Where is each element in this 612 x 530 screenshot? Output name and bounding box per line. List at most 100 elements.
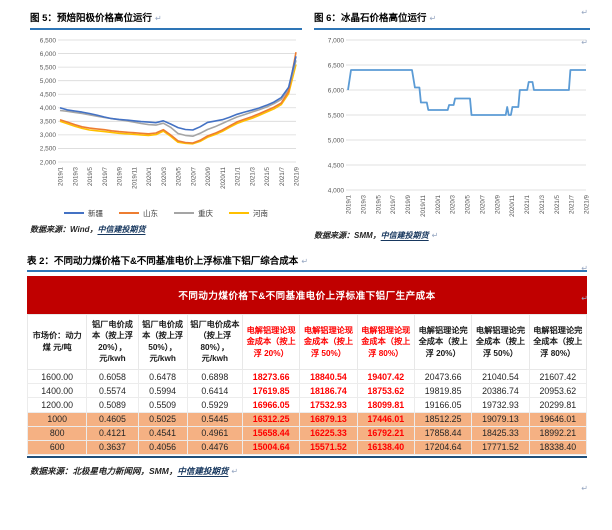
x-tick-label: 2019/1 [58, 166, 65, 185]
cost-cell: 18992.21 [528, 425, 588, 441]
column-header: 市场价：动力煤 元/吨 [26, 314, 88, 370]
cryolite-price-step-chart: 4,000 4,500 5,000 5,500 6,000 6,500 7,000 2019/… [328, 37, 591, 217]
paragraph-mark-icon: ↵ [581, 264, 588, 273]
legend-label: 山东 [143, 208, 158, 218]
x-tick-label: 2020/11 [509, 194, 516, 216]
y-tick-label: 3,500 [40, 119, 57, 126]
x-tick-label: 2019/11 [420, 194, 427, 216]
x-tick-label: 2019/7 [390, 194, 397, 213]
x-tick-label: 2021/5 [264, 166, 271, 185]
cost-cell: 0.5509 [137, 397, 188, 413]
cost-table: 市场价：动力煤 元/吨 铝厂电价成本（按上浮 20%），元/kwh 铝厂电价成本（按… [26, 314, 588, 456]
x-tick-label: 2021/3 [539, 194, 546, 213]
cost-cell: 16312.25 [241, 411, 301, 427]
x-tick-label: 2020/11 [220, 166, 227, 188]
cost-table-section: 表 2：不同动力煤价格下&不同基准电价上浮标准下铝厂综合成本 ↵ 不同动力煤价格下… [26, 253, 588, 459]
cost-cell: 0.6478 [137, 368, 188, 385]
legend-label: 新疆 [88, 208, 103, 218]
x-tick-label: 2019/3 [72, 166, 79, 185]
column-header: 电解铝理论完全成本（按上浮 80%） [528, 314, 588, 370]
cost-cell: 17771.52 [471, 439, 530, 456]
coal-price-cell: 600 [26, 439, 88, 456]
x-tick-label: 2019/9 [405, 194, 412, 213]
table-2-label: 表 2： [27, 256, 54, 267]
source-link[interactable]: 中信建投期货 [177, 466, 229, 477]
legend-key-icon [64, 211, 84, 215]
x-tick-label: 2019/9 [117, 166, 124, 185]
table-row: 600 0.3637 0.4056 0.4476 15004.64 15571.52 161… [26, 439, 588, 456]
paragraph-mark-icon: ↵ [431, 231, 439, 240]
cost-cell: 15004.64 [241, 439, 301, 456]
cost-cell: 0.5089 [86, 397, 139, 413]
table-row: 800 0.4121 0.4541 0.4961 15658.44 16225.33 167… [26, 425, 588, 441]
cost-cell: 0.5994 [137, 383, 188, 399]
table-2-title: 不同动力煤价格下&不同基准电价上浮标准下铝厂综合成本 [53, 256, 299, 267]
cost-cell: 18186.74 [299, 383, 358, 399]
x-tick-label: 2021/7 [569, 194, 576, 213]
table-row: 1000 0.4605 0.5025 0.5445 16312.25 16879.13 17… [26, 411, 588, 427]
column-header: 电解铝理论完全成本（按上浮 50%） [471, 314, 530, 370]
figure-5-label: 图 5： [30, 13, 57, 24]
y-tick-label: 5,000 [40, 78, 57, 85]
cost-cell: 0.6058 [86, 368, 139, 385]
coal-price-cell: 1000 [26, 411, 88, 427]
caption-rule [30, 28, 302, 30]
y-tick-label: 5,500 [40, 64, 57, 71]
cost-cell: 17532.93 [299, 397, 358, 413]
cost-cell: 19407.42 [356, 368, 415, 385]
figures-row: 图 5：预焙阳极价格高位运行 ↵ 2,000 2,500 3,000 3,500 4,00… [0, 0, 612, 241]
cost-cell: 0.5025 [137, 411, 188, 427]
x-tick-label: 2019/5 [375, 194, 382, 213]
cost-cell: 18840.54 [299, 368, 358, 385]
paragraph-mark-icon: ↵ [429, 14, 437, 23]
legend-item-新疆: 新疆 [64, 208, 103, 219]
legend-label: 重庆 [198, 208, 213, 218]
series-line-冰晶石价格 [347, 69, 586, 116]
source-link[interactable]: 中信建投期货 [97, 225, 146, 234]
cost-cell: 16879.13 [299, 411, 358, 427]
y-tick-label: 6,000 [328, 87, 345, 94]
cost-cell: 15658.44 [241, 425, 301, 441]
cost-cell: 15571.52 [299, 439, 358, 456]
table-row: 1200.00 0.5089 0.5509 0.5929 16966.05 17532.9… [26, 397, 588, 413]
x-tick-label: 2019/1 [346, 194, 353, 213]
y-tick-label: 5,000 [328, 137, 345, 144]
y-tick-label: 6,500 [40, 37, 57, 44]
y-tick-label: 7,000 [328, 37, 345, 44]
cost-cell: 18425.33 [471, 425, 530, 441]
cost-cell: 17204.64 [413, 439, 473, 456]
cost-cell: 0.4605 [86, 411, 139, 427]
legend-label: 河南 [253, 208, 268, 218]
cost-cell: 20299.81 [528, 397, 588, 413]
x-tick-label: 2020/1 [146, 166, 153, 185]
paragraph-mark-icon: ↵ [154, 14, 162, 23]
chart-legend: 新疆 山东 重庆 河南 [30, 207, 302, 219]
table-2-caption: 表 2：不同动力煤价格下&不同基准电价上浮标准下铝厂综合成本 ↵ [27, 253, 587, 267]
x-tick-label: 2019/7 [102, 166, 109, 185]
x-tick-label: 2021/7 [279, 166, 286, 185]
table-banner: 不同动力煤价格下&不同基准电价上浮标准下铝厂生产成本 [27, 276, 587, 314]
x-tick-label: 2021/9 [294, 166, 301, 185]
y-tick-label: 6,500 [328, 62, 345, 69]
x-tick-label: 2020/7 [479, 194, 486, 213]
cost-cell: 19166.05 [413, 397, 473, 413]
table-row: 1400.00 0.5574 0.5994 0.6414 17619.85 18186.7… [26, 383, 588, 399]
table-header-row: 市场价：动力煤 元/吨 铝厂电价成本（按上浮 20%），元/kwh 铝厂电价成本（按… [26, 314, 588, 370]
source-link[interactable]: 中信建投期货 [380, 231, 429, 240]
cost-cell: 0.6898 [186, 368, 243, 385]
paragraph-mark-icon: ↵ [581, 484, 588, 493]
cost-cell: 21040.54 [471, 368, 530, 385]
cost-cell: 0.4121 [86, 425, 139, 441]
cost-cell: 20386.74 [471, 383, 530, 399]
legend-item-重庆: 重庆 [174, 208, 213, 219]
x-tick-label: 2021/1 [524, 194, 531, 213]
x-tick-label: 2020/9 [205, 166, 212, 185]
cost-cell: 17858.44 [413, 425, 473, 441]
cost-cell: 16225.33 [299, 425, 358, 441]
source-text: 数据来源：SMM， [314, 231, 381, 240]
figure-5-source: 数据来源：Wind，中信建投期货 [30, 224, 302, 235]
paragraph-mark-icon: ↵ [581, 294, 588, 303]
table-source: 数据来源：北极星电力新闻网，SMM，中信建投期货 ↵ [30, 465, 612, 477]
y-tick-label: 4,000 [40, 105, 57, 112]
